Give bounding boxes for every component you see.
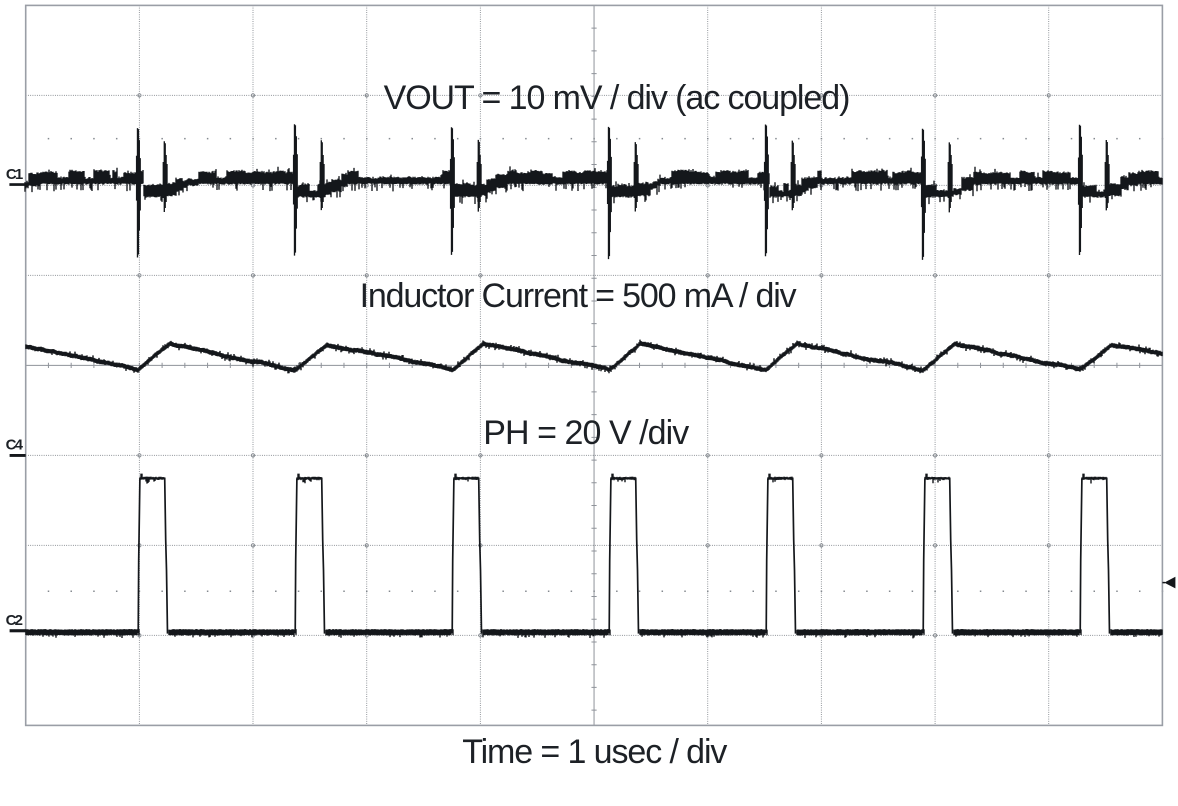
svg-text:PH = 20 V /div: PH = 20 V /div [483, 414, 689, 452]
svg-text:Inductor Current = 500 mA / di: Inductor Current = 500 mA / div [360, 277, 797, 315]
svg-text:C1: C1 [6, 166, 23, 183]
svg-text:VOUT = 10 mV / div (ac coupled: VOUT = 10 mV / div (ac coupled) [384, 79, 850, 117]
svg-text:C4: C4 [6, 436, 24, 453]
svg-text:C2: C2 [6, 612, 23, 629]
svg-text:Time = 1 usec / div: Time = 1 usec / div [462, 733, 727, 771]
